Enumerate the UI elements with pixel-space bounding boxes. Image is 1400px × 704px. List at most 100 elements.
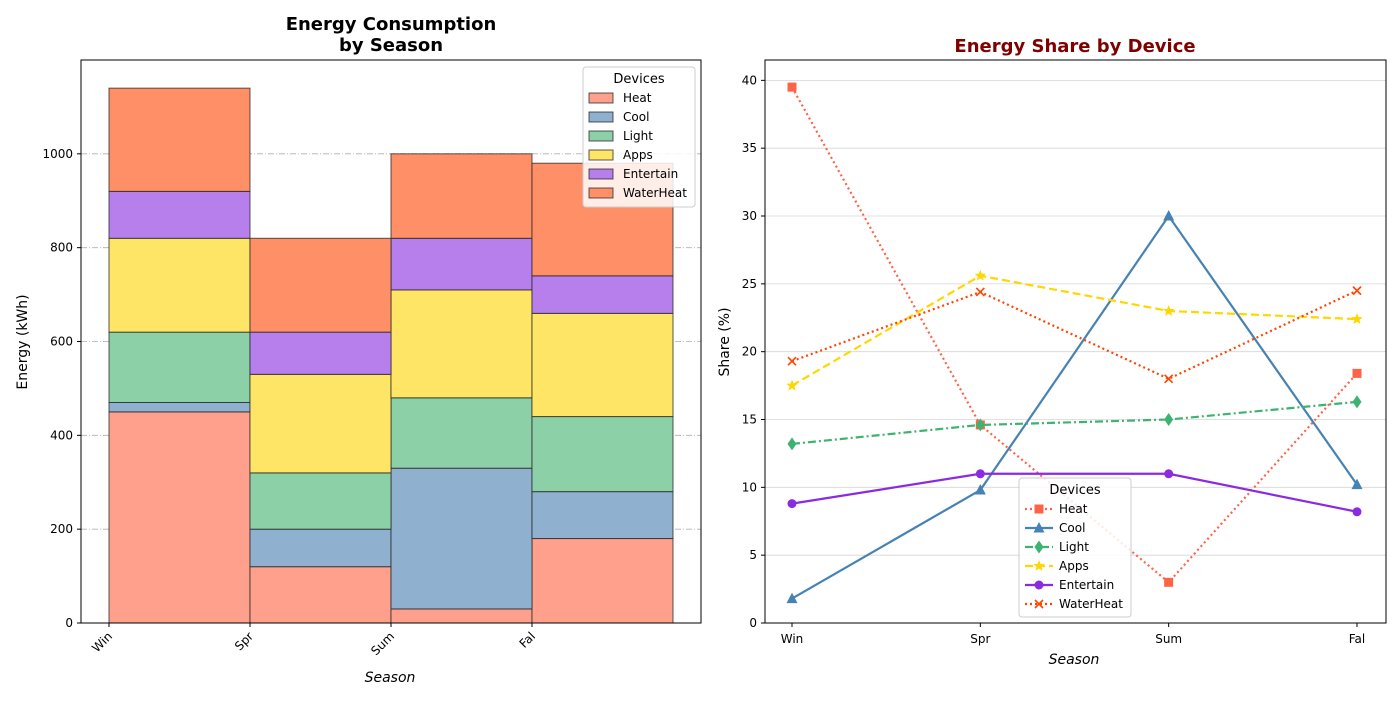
- legend-label-light: Light: [623, 129, 653, 143]
- bar-apps-fal: [531, 312, 674, 418]
- point-cool-sum: [1163, 210, 1175, 221]
- bar-cool-spr: [249, 528, 392, 568]
- bar-apps-win: [108, 237, 251, 333]
- bar-entertain-fal: [531, 275, 674, 314]
- bar-waterheat-win: [108, 87, 251, 192]
- legend-swatch-heat: [588, 92, 614, 104]
- bar-heat-spr: [249, 566, 392, 624]
- point-light-fal: [1352, 395, 1362, 409]
- bar-light-fal: [531, 416, 674, 493]
- point-heat-win: [787, 82, 797, 92]
- point-apps-sum: [1162, 304, 1175, 316]
- y-tick-label: 200: [50, 522, 73, 536]
- point-waterheat-fal: [1352, 286, 1362, 296]
- point-apps-spr: [974, 269, 987, 281]
- legend-swatch-light: [588, 130, 614, 142]
- legend-marker-light: [1034, 540, 1044, 554]
- legend-label-cool: Cool: [623, 110, 649, 124]
- legend-label-cool: Cool: [1059, 521, 1085, 535]
- point-entertain-sum: [1164, 469, 1174, 479]
- legend-label-apps: Apps: [623, 148, 653, 162]
- chart-title: Energy Share by Device: [954, 36, 1195, 57]
- point-apps-fal: [1351, 313, 1363, 324]
- y-axis-label: Share (%): [717, 307, 733, 376]
- y-tick-label: 800: [50, 241, 73, 255]
- point-cool-win: [786, 592, 798, 604]
- point-entertain-spr: [975, 469, 985, 479]
- point-entertain-win: [787, 499, 797, 509]
- bar-apps-spr: [249, 373, 392, 474]
- series-cool: [786, 210, 1363, 604]
- x-tick-label: Win: [781, 632, 804, 646]
- stacked-bar-chart: 0 200 400 600 800 1000 Win Spr Sum Fal Season Energ…: [15, 14, 702, 686]
- legend-marker-cool: [1033, 522, 1045, 533]
- point-waterheat-win: [787, 356, 797, 366]
- x-tick-label: Spr: [970, 632, 990, 646]
- legend-label-entertain: Entertain: [1059, 578, 1114, 592]
- series-entertain: [787, 469, 1362, 517]
- y-tick-label: 0: [749, 616, 757, 630]
- series-waterheat: [787, 286, 1362, 384]
- series-light: [787, 395, 1362, 451]
- y-tick-label: 10: [742, 480, 757, 494]
- y-tick-label: 5: [749, 548, 757, 562]
- series-line-entertain: [791, 472, 1358, 513]
- legend-label-entertain: Entertain: [623, 167, 678, 181]
- bar-heat-fal: [531, 538, 674, 624]
- bar-cool-fal: [531, 491, 674, 540]
- legend-marker-waterheat: [1034, 599, 1044, 609]
- legend-label-heat: Heat: [623, 91, 652, 105]
- series-line-waterheat: [791, 289, 1358, 381]
- x-axis-label: Season: [1049, 652, 1100, 668]
- y-tick-label: 25: [742, 277, 757, 291]
- y-tick-label: 20: [742, 345, 757, 359]
- y-tick-label: 600: [50, 335, 73, 349]
- y-tick-label: 400: [50, 428, 73, 442]
- bar-waterheat-sum: [390, 153, 533, 239]
- legend: Devices Heat Cool Light Apps Entertain WaterHe…: [582, 66, 696, 208]
- bar-apps-sum: [390, 289, 533, 399]
- y-tick-label: 30: [742, 209, 757, 223]
- x-tick-label: Sum: [368, 629, 397, 658]
- series-apps: [786, 269, 1363, 391]
- y-tick-label: 1000: [42, 147, 73, 161]
- series-line-apps: [791, 274, 1358, 387]
- point-waterheat-spr: [975, 287, 985, 297]
- point-light-sum: [1164, 413, 1174, 427]
- legend-label-waterheat: WaterHeat: [623, 186, 687, 200]
- point-entertain-fal: [1352, 507, 1362, 517]
- legend-marker-heat: [1034, 504, 1044, 514]
- legend-title: Devices: [1049, 483, 1100, 498]
- x-tick-label: Fal: [517, 629, 539, 651]
- legend-label-apps: Apps: [1059, 559, 1089, 573]
- point-light-spr: [975, 418, 985, 432]
- legend-swatch-waterheat: [588, 187, 614, 199]
- bar-cool-win: [108, 401, 251, 413]
- bar-entertain-sum: [390, 237, 533, 291]
- y-tick-label: 35: [742, 141, 757, 155]
- chart-title: by Season: [339, 35, 443, 56]
- legend-swatch-apps: [588, 149, 614, 161]
- legend-label-heat: Heat: [1059, 502, 1088, 516]
- x-tick-label: Win: [89, 629, 115, 655]
- bar-light-sum: [390, 397, 533, 469]
- legend-box: [1018, 477, 1132, 618]
- line-chart: 0 5 10 15 20 25 30 35 40 Win Spr Sum Fal Season Share …: [717, 36, 1387, 668]
- point-light-win: [787, 437, 797, 451]
- axes-frame: [764, 59, 1387, 624]
- point-waterheat-sum: [1164, 374, 1174, 384]
- point-cool-fal: [1351, 478, 1363, 490]
- legend-title: Devices: [613, 72, 664, 87]
- bar-cool-sum: [390, 467, 533, 610]
- legend: Devices Heat Cool Light Apps Entertain WaterHe…: [1018, 477, 1132, 618]
- bar-entertain-spr: [249, 331, 392, 375]
- legend-swatch-cool: [588, 111, 614, 123]
- x-axis-label: Season: [365, 670, 416, 686]
- bar-light-win: [108, 331, 251, 403]
- chart-title: Energy Consumption: [286, 14, 497, 35]
- series-line-cool: [791, 214, 1358, 600]
- y-tick-label: 40: [742, 73, 757, 87]
- point-apps-win: [786, 379, 798, 391]
